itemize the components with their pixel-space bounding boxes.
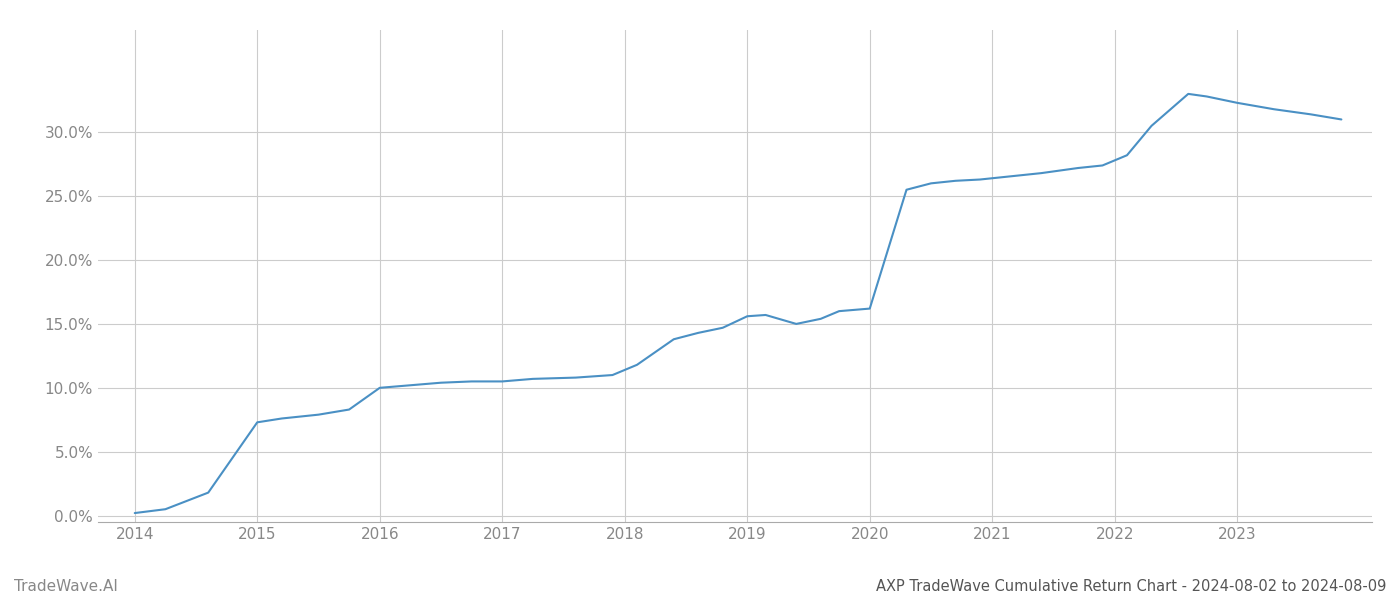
Text: TradeWave.AI: TradeWave.AI bbox=[14, 579, 118, 594]
Text: AXP TradeWave Cumulative Return Chart - 2024-08-02 to 2024-08-09: AXP TradeWave Cumulative Return Chart - … bbox=[875, 579, 1386, 594]
